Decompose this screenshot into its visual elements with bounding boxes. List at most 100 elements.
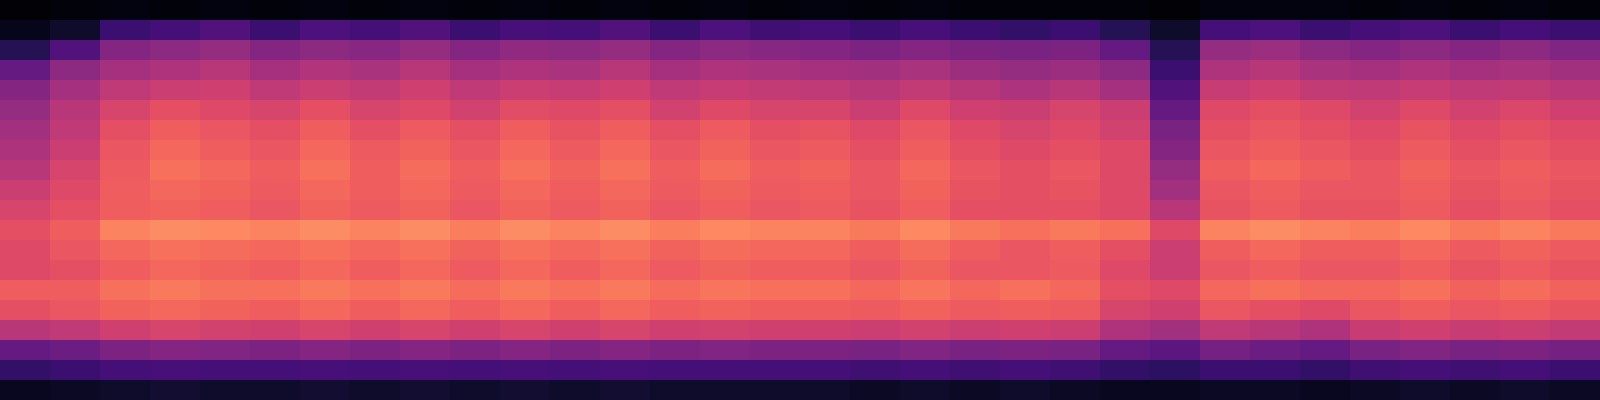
heatmap-cell bbox=[1100, 300, 1151, 321]
heatmap-cell bbox=[1150, 340, 1201, 361]
heatmap-cell bbox=[150, 260, 201, 281]
heatmap-cell bbox=[400, 0, 451, 21]
heatmap-cell bbox=[150, 220, 201, 241]
heatmap-cell bbox=[500, 220, 551, 241]
heatmap-cell bbox=[450, 240, 501, 261]
heatmap-cell bbox=[900, 40, 951, 61]
heatmap-cell bbox=[600, 380, 651, 400]
heatmap-cell bbox=[750, 280, 801, 301]
heatmap-cell bbox=[1150, 20, 1201, 41]
heatmap-cell bbox=[0, 300, 51, 321]
heatmap-cell bbox=[850, 20, 901, 41]
heatmap-cell bbox=[1350, 220, 1401, 241]
heatmap-cell bbox=[800, 240, 851, 261]
heatmap-cell bbox=[350, 360, 401, 381]
heatmap-cell bbox=[150, 300, 201, 321]
heatmap-cell bbox=[700, 260, 751, 281]
heatmap-cell bbox=[550, 300, 601, 321]
heatmap-cell bbox=[1450, 20, 1501, 41]
heatmap-cell bbox=[650, 80, 701, 101]
heatmap-cell bbox=[200, 80, 251, 101]
heatmap-cell bbox=[100, 220, 151, 241]
heatmap-cell bbox=[450, 260, 501, 281]
heatmap-cell bbox=[1300, 0, 1351, 21]
heatmap-cell bbox=[1350, 120, 1401, 141]
heatmap-cell bbox=[1500, 160, 1551, 181]
heatmap-cell bbox=[1200, 180, 1251, 201]
heatmap-cell bbox=[350, 120, 401, 141]
heatmap-cell bbox=[1100, 220, 1151, 241]
heatmap-cell bbox=[450, 60, 501, 81]
heatmap-cell bbox=[1000, 300, 1051, 321]
heatmap-cell bbox=[150, 60, 201, 81]
heatmap-cell bbox=[1050, 80, 1101, 101]
heatmap-cell bbox=[1550, 220, 1600, 241]
heatmap-cell bbox=[800, 340, 851, 361]
heatmap-cell bbox=[350, 20, 401, 41]
heatmap-cell bbox=[1300, 100, 1351, 121]
heatmap-cell bbox=[600, 40, 651, 61]
heatmap-cell bbox=[550, 240, 601, 261]
heatmap-cell bbox=[550, 40, 601, 61]
heatmap-cell bbox=[400, 280, 451, 301]
heatmap-cell bbox=[900, 180, 951, 201]
heatmap-cell bbox=[950, 60, 1001, 81]
heatmap-cell bbox=[750, 340, 801, 361]
heatmap-cell bbox=[400, 140, 451, 161]
heatmap-cell bbox=[1400, 380, 1451, 400]
heatmap-cell bbox=[100, 380, 151, 400]
heatmap-cell bbox=[300, 100, 351, 121]
heatmap-cell bbox=[900, 140, 951, 161]
heatmap-cell bbox=[800, 80, 851, 101]
heatmap-cell bbox=[1150, 100, 1201, 121]
heatmap-cell bbox=[1100, 80, 1151, 101]
heatmap-cell bbox=[400, 360, 451, 381]
heatmap-cell bbox=[900, 260, 951, 281]
heatmap-cell bbox=[100, 120, 151, 141]
heatmap-cell bbox=[300, 40, 351, 61]
heatmap-cell bbox=[250, 360, 301, 381]
heatmap-cell bbox=[1550, 40, 1600, 61]
heatmap-cell bbox=[800, 160, 851, 181]
heatmap-cell bbox=[900, 340, 951, 361]
heatmap-cell bbox=[1000, 360, 1051, 381]
heatmap-cell bbox=[950, 80, 1001, 101]
heatmap-cell bbox=[1050, 320, 1101, 341]
heatmap-cell bbox=[1300, 300, 1351, 321]
heatmap-cell bbox=[1500, 220, 1551, 241]
heatmap-cell bbox=[1100, 60, 1151, 81]
heatmap-cell bbox=[650, 40, 701, 61]
heatmap-cell bbox=[1300, 360, 1351, 381]
heatmap-cell bbox=[200, 100, 251, 121]
heatmap-cell bbox=[1550, 120, 1600, 141]
heatmap-cell bbox=[300, 360, 351, 381]
heatmap-cell bbox=[50, 60, 101, 81]
heatmap-cell bbox=[600, 200, 651, 221]
heatmap-cell bbox=[1450, 260, 1501, 281]
heatmap-cell bbox=[0, 180, 51, 201]
heatmap-cell bbox=[700, 280, 751, 301]
heatmap-cell bbox=[1300, 40, 1351, 61]
heatmap-cell bbox=[750, 20, 801, 41]
heatmap-cell bbox=[1250, 140, 1301, 161]
heatmap-cell bbox=[1150, 120, 1201, 141]
heatmap-cell bbox=[1250, 200, 1301, 221]
heatmap-cell bbox=[1400, 260, 1451, 281]
heatmap-cell bbox=[950, 40, 1001, 61]
heatmap-cell bbox=[200, 20, 251, 41]
heatmap-cell bbox=[350, 280, 401, 301]
heatmap-cell bbox=[50, 0, 101, 21]
heatmap-cell bbox=[250, 20, 301, 41]
heatmap-cell bbox=[1300, 160, 1351, 181]
heatmap-cell bbox=[300, 60, 351, 81]
heatmap-cell bbox=[250, 60, 301, 81]
heatmap-cell bbox=[1400, 200, 1451, 221]
heatmap-cell bbox=[500, 100, 551, 121]
heatmap-cell bbox=[700, 320, 751, 341]
heatmap-cell bbox=[950, 240, 1001, 261]
heatmap-cell bbox=[1100, 100, 1151, 121]
heatmap-cell bbox=[600, 0, 651, 21]
heatmap-cell bbox=[950, 0, 1001, 21]
heatmap-cell bbox=[250, 0, 301, 21]
heatmap-cell bbox=[1550, 0, 1600, 21]
